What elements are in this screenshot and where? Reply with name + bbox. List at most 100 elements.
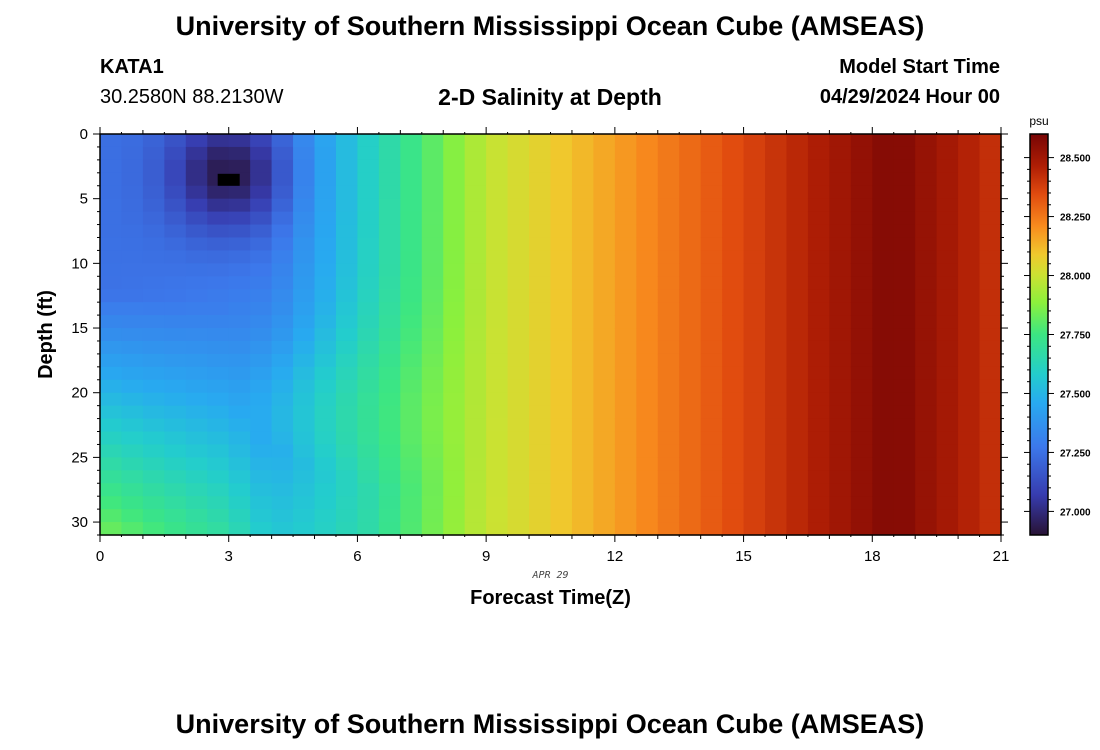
heatmap-cell — [915, 211, 938, 226]
heatmap-cell — [121, 431, 144, 446]
heatmap-cell — [679, 263, 702, 277]
heatmap-cell — [100, 172, 123, 187]
heatmap-cell — [700, 522, 723, 536]
heatmap-cell — [958, 522, 981, 536]
heatmap-cell — [357, 302, 380, 316]
heatmap-cell — [185, 315, 208, 329]
heatmap-cell — [893, 315, 916, 329]
heatmap-cell — [700, 263, 723, 277]
heatmap-cell — [786, 302, 809, 316]
heatmap-cell — [807, 315, 830, 329]
heatmap-cell — [743, 315, 766, 329]
heatmap-cell — [743, 444, 766, 458]
heatmap-cell — [765, 405, 788, 420]
x-tick-label: 18 — [864, 548, 881, 565]
heatmap-cell — [593, 340, 616, 355]
plot-title: 2-D Salinity at Depth — [438, 84, 662, 110]
heatmap-cell — [250, 483, 273, 497]
heatmap-cell — [378, 444, 401, 458]
heatmap-cell — [893, 146, 916, 161]
heatmap-cell — [872, 509, 895, 523]
heatmap-cell — [722, 405, 745, 420]
heatmap-cell — [700, 289, 723, 303]
heatmap-cell — [893, 340, 916, 355]
heatmap-cell — [293, 134, 316, 148]
heatmap-cell — [850, 405, 873, 420]
heatmap-cell — [614, 483, 637, 497]
heatmap-cell — [722, 366, 745, 381]
heatmap-cell — [893, 328, 916, 342]
heatmap-cell — [164, 146, 187, 161]
heatmap-cell — [185, 263, 208, 277]
heatmap-cell — [164, 237, 187, 252]
heatmap-cell — [142, 457, 165, 471]
heatmap-cell — [314, 328, 337, 342]
heatmap-cell — [936, 418, 959, 433]
heatmap-cell — [958, 134, 981, 148]
heatmap-cell — [850, 470, 873, 484]
heatmap-cell — [142, 198, 165, 213]
heatmap-cell — [400, 483, 423, 497]
heatmap-cell — [293, 315, 316, 329]
heatmap-cell — [786, 431, 809, 446]
heatmap-cell — [271, 263, 294, 277]
heatmap-cell — [142, 328, 165, 342]
heatmap-cell — [443, 185, 466, 200]
heatmap-cell — [164, 172, 187, 187]
heatmap-cell — [893, 276, 916, 290]
heatmap-cell — [228, 263, 251, 277]
heatmap-cell — [271, 405, 294, 420]
heatmap-cell — [743, 483, 766, 497]
heatmap-cell — [164, 483, 187, 497]
heatmap-cell — [486, 522, 509, 536]
heatmap-cell — [314, 250, 337, 264]
heatmap-cell — [958, 405, 981, 420]
heatmap-cell — [486, 263, 509, 277]
heatmap-cell — [979, 237, 1002, 252]
heatmap-cell — [958, 328, 981, 342]
heatmap-cell — [185, 172, 208, 187]
heatmap-cell — [593, 392, 616, 407]
heatmap-cell — [100, 224, 123, 239]
heatmap-cell — [657, 418, 680, 433]
heatmap-cell — [121, 134, 144, 148]
heatmap-cell — [271, 522, 294, 536]
heatmap-cell — [893, 366, 916, 381]
heatmap-cell — [378, 146, 401, 161]
heatmap-cell — [507, 134, 530, 148]
heatmap-cell — [400, 224, 423, 239]
heatmap-cell — [893, 418, 916, 433]
heatmap-cell — [507, 185, 530, 200]
heatmap-cell — [893, 496, 916, 510]
heatmap-cell — [400, 172, 423, 187]
heatmap-cell — [100, 276, 123, 290]
heatmap-cell — [872, 496, 895, 510]
heatmap-cell — [314, 418, 337, 433]
heatmap-cell — [207, 289, 230, 303]
heatmap-cell — [636, 379, 659, 394]
heatmap-cell — [142, 134, 165, 148]
heatmap-cell — [207, 444, 230, 458]
heatmap-cell — [529, 315, 552, 329]
heatmap-cell — [915, 302, 938, 316]
heatmap-cell — [464, 457, 487, 471]
heatmap-cell — [872, 328, 895, 342]
heatmap-cell — [893, 392, 916, 407]
heatmap-cell — [142, 172, 165, 187]
heatmap-cell — [421, 444, 444, 458]
heatmap-cell — [207, 431, 230, 446]
heatmap-cell — [657, 509, 680, 523]
heatmap-cell — [786, 444, 809, 458]
heatmap-cell — [829, 418, 852, 433]
heatmap-cell — [936, 522, 959, 536]
heatmap-cell — [593, 289, 616, 303]
heatmap-cell — [829, 134, 852, 148]
heatmap-cell — [507, 302, 530, 316]
heatmap-cell — [335, 457, 359, 471]
heatmap-cell — [378, 496, 401, 510]
heatmap-cell — [421, 457, 444, 471]
heatmap-cell — [142, 431, 165, 446]
heatmap-cell — [464, 211, 487, 226]
heatmap-cell — [378, 328, 401, 342]
heatmap-cell — [979, 522, 1002, 536]
